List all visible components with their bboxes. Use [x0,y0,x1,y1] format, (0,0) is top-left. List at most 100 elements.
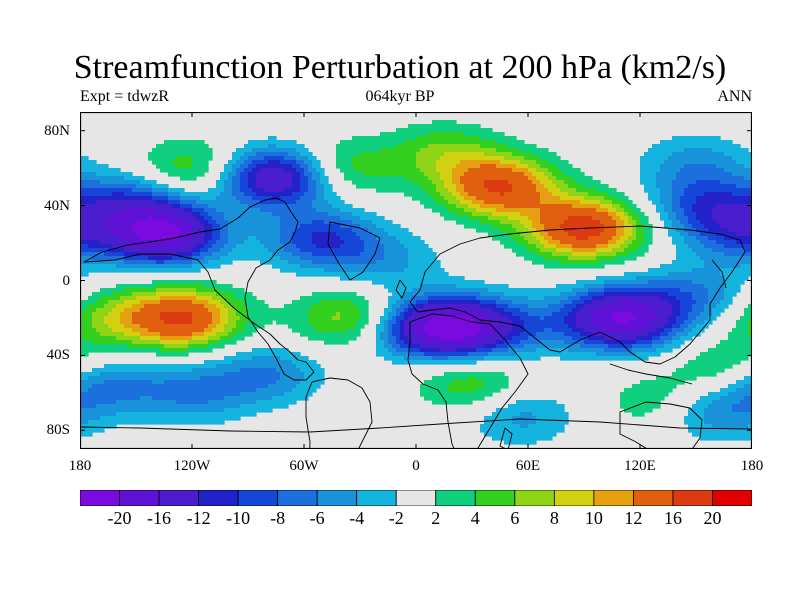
contour-cell [668,316,677,321]
contour-cell [604,288,681,293]
contour-cell [700,436,752,441]
contour-cell [416,332,429,337]
contour-cell [492,224,513,229]
colorbar-label: 4 [470,508,480,528]
contour-cell [212,232,221,237]
contour-cell [80,308,85,313]
contour-cell [412,288,489,293]
contour-cell [464,196,477,201]
contour-cell [172,256,193,261]
contour-cell [628,220,637,225]
contour-cell [748,332,752,337]
contour-cell [544,228,565,233]
colorbar-label: -2 [388,508,404,528]
contour-cell [728,384,745,389]
contour-cell [376,352,393,357]
contour-cell [248,308,309,313]
contour-cell [712,308,725,313]
contour-cell [192,164,209,169]
contour-cell [384,328,389,333]
contour-cell [696,200,752,205]
contour-cell [200,248,209,253]
contour-cell [512,168,529,173]
contour-cell [540,208,597,213]
contour-cell [724,288,741,293]
contour-cell [744,308,752,313]
contour-cell [640,328,657,333]
contour-cell [292,192,305,197]
contour-cell [748,304,752,309]
contour-cell [232,336,245,341]
contour-cell [152,280,217,285]
contour-cell [364,244,385,249]
contour-cell [708,348,752,353]
contour-cell [720,396,745,401]
contour-cell [212,216,225,221]
contour-cell [648,268,693,273]
contour-cell [492,348,509,353]
contour-cell [228,176,233,181]
contour-cell [616,208,625,213]
contour-cell [652,308,673,313]
contour-cell [584,340,605,345]
contour-cell [660,332,669,337]
contour-cell [680,204,693,209]
contour-cell [632,228,637,233]
contour-cell [324,220,353,225]
contour-cell [228,232,281,237]
contour-cell [632,232,637,237]
contour-cell [404,192,429,197]
contour-cell [80,184,137,189]
lat-tick-label: 40S [46,347,70,364]
contour-cell [432,196,445,201]
contour-cell [80,264,117,269]
contour-cell [376,344,385,349]
contour-cell [80,380,105,385]
contour-cell [304,372,325,377]
contour-cell [276,144,305,149]
contour-cell [404,340,413,345]
contour-cell [88,244,113,249]
contour-cell [656,204,665,209]
contour-cell [240,368,277,373]
contour-cell [280,356,309,361]
contour-cell [736,324,749,329]
contour-cell [692,296,709,301]
contour-cell [488,232,509,237]
contour-cell [288,260,313,265]
contour-cell [180,200,197,205]
coastlines [80,197,752,449]
contour-cell [448,188,457,193]
contour-cell [192,332,205,337]
contour-cell [80,252,105,257]
contour-cell [436,308,469,313]
contour-cell [576,304,585,309]
contour-cell [128,344,165,349]
contour-cell [436,188,449,193]
contour-cell [316,180,321,185]
contour-cell [480,300,497,305]
contour-cell [696,316,709,321]
contour-cell [428,132,465,137]
contour-cell [124,256,149,261]
contour-cell [524,328,545,333]
contour-cell [160,336,193,341]
contour-cell [208,204,249,209]
contour-cell [124,192,153,197]
contour-cell [164,320,193,325]
contour-cell [440,176,453,181]
contour-cell [156,144,209,149]
contour-cell [300,152,313,157]
contour-cell [180,216,197,221]
contour-cell [376,324,385,329]
contour-cell [228,224,281,229]
contour-cell [80,408,225,413]
contour-cell [272,396,309,401]
contour-cell [312,204,333,209]
contour-cell [292,232,313,237]
contour-cell [504,336,513,341]
contour-cell [664,328,673,333]
contour-cell [216,332,229,337]
contour-cell [104,304,117,309]
contour-cell [624,272,669,277]
